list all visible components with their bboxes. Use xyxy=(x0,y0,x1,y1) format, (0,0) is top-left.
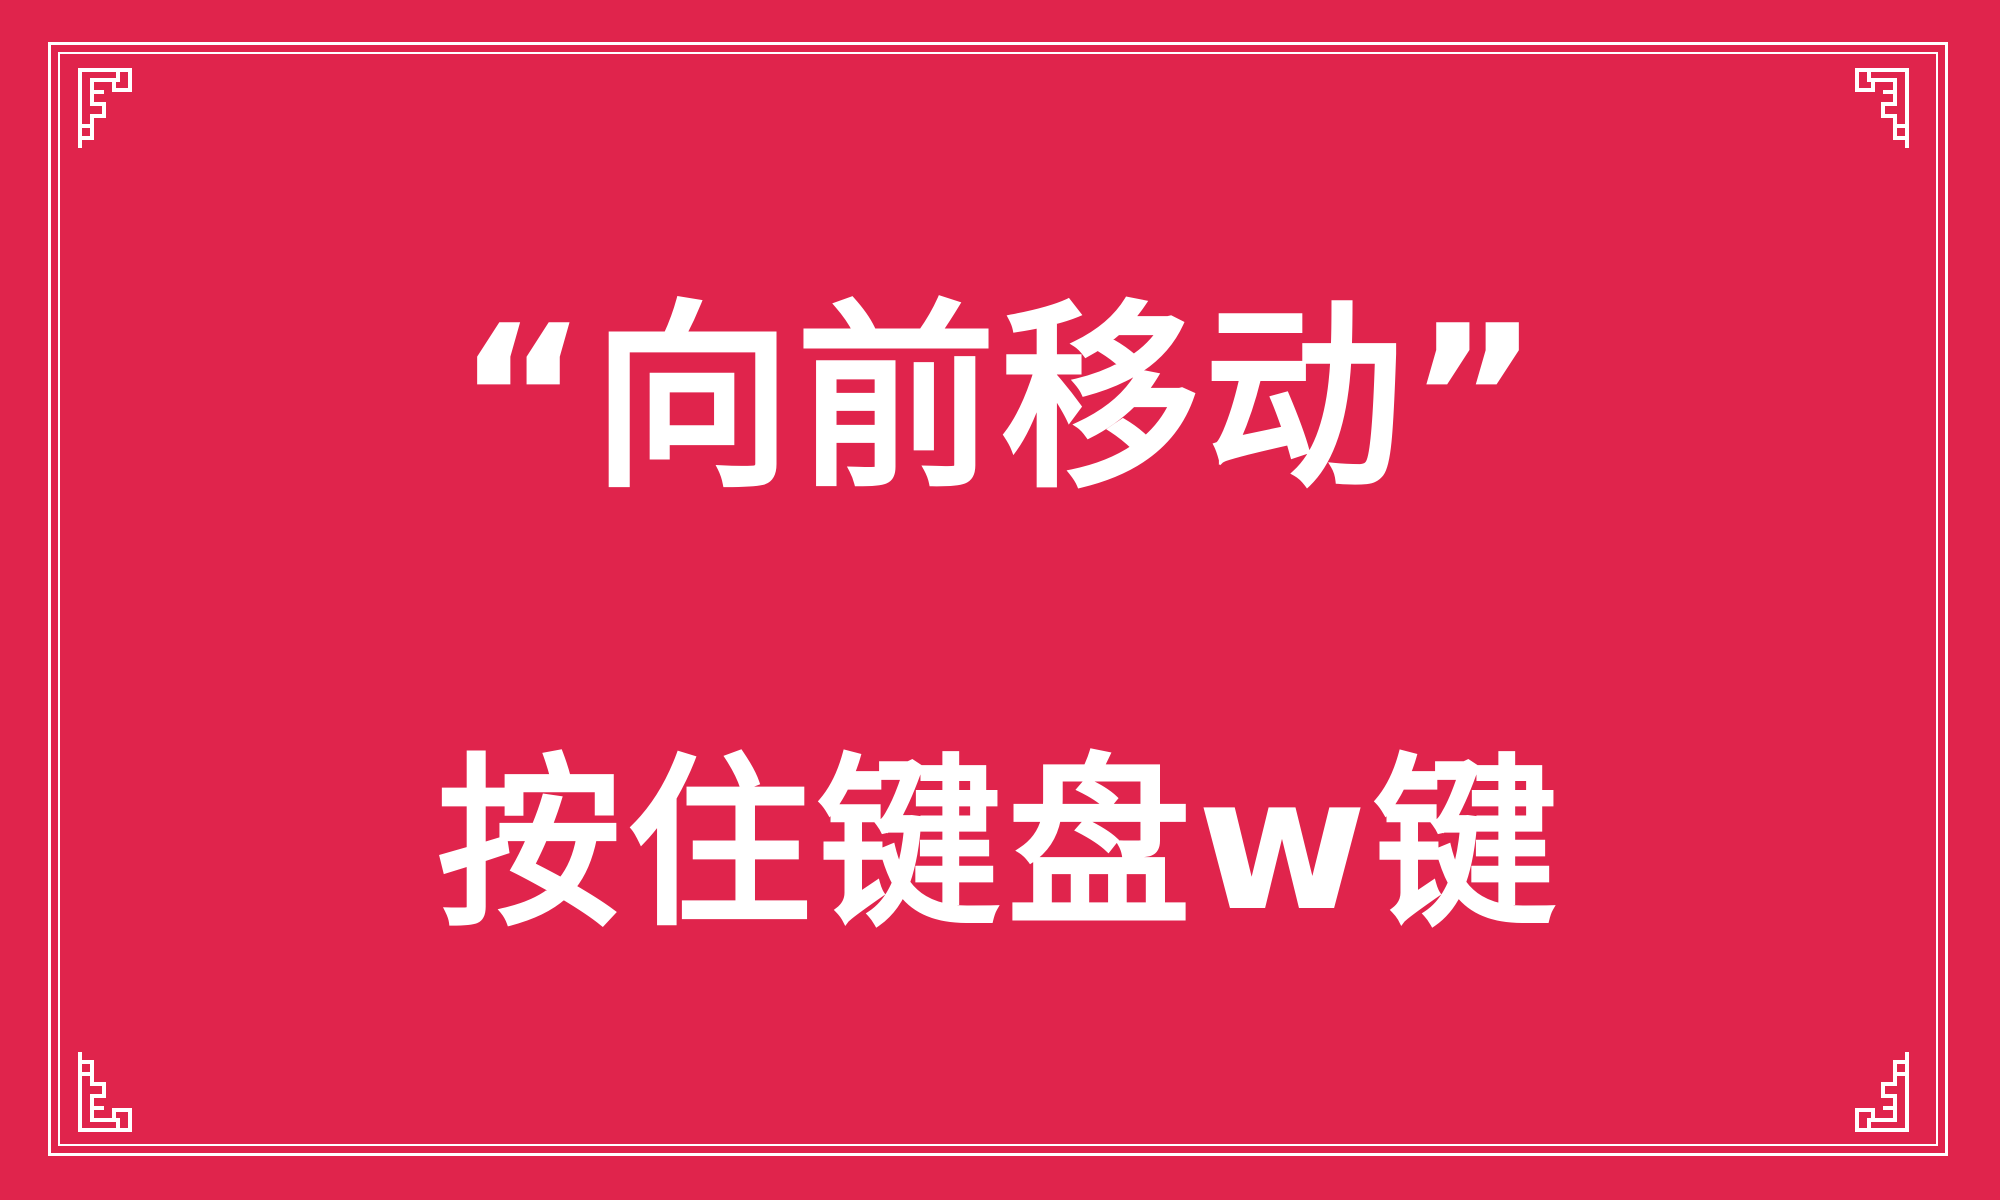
banner-instruction: 按住键盘w键 xyxy=(437,738,1563,952)
corner-ornament-top-left-icon xyxy=(78,68,132,150)
banner-title: “向前移动” xyxy=(456,283,1544,516)
inner-border xyxy=(58,52,1938,1146)
outer-border xyxy=(48,42,1948,1156)
corner-ornament-top-right-icon xyxy=(1855,68,1909,150)
corner-ornament-bottom-left-icon xyxy=(78,1050,132,1132)
corner-ornament-bottom-right-icon xyxy=(1855,1050,1909,1132)
